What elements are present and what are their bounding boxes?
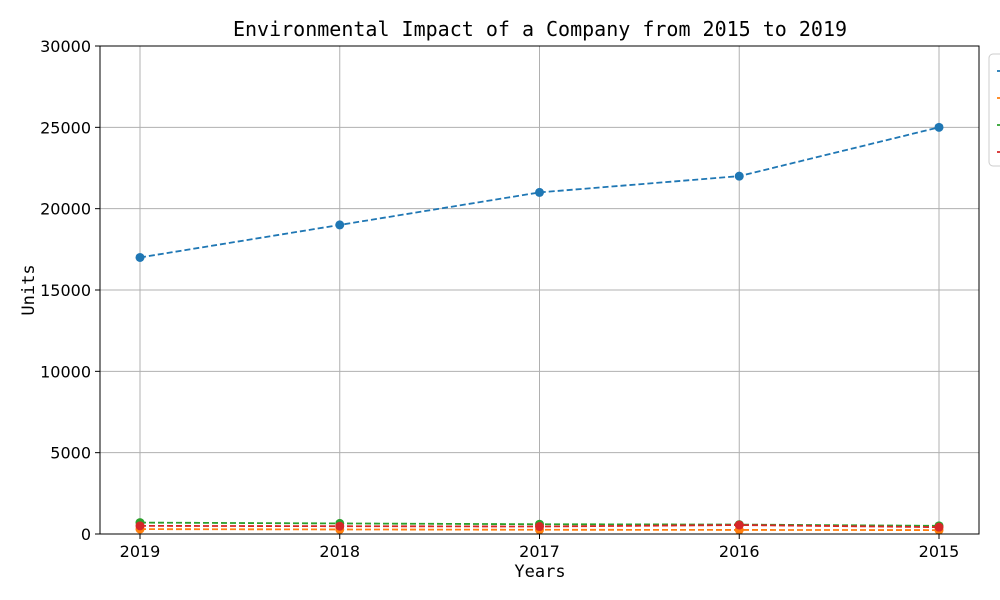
y-tick-label: 10000 — [40, 362, 91, 381]
series-4 — [135, 520, 944, 532]
data-point — [135, 521, 145, 531]
data-point — [535, 522, 544, 532]
y-tick-label: 25000 — [40, 118, 91, 137]
y-axis-ticks: 0 5000 10000 15000 20000 25000 30000 — [40, 37, 100, 544]
x-tick-label: 2016 — [719, 542, 760, 561]
data-point — [734, 171, 744, 181]
y-tick-label: 15000 — [40, 281, 91, 300]
x-axis-ticks: 2019 2018 2017 2016 2015 — [120, 534, 960, 561]
x-tick-label: 2019 — [120, 542, 161, 561]
data-point — [934, 122, 944, 132]
x-tick-label: 2017 — [519, 542, 560, 561]
data-point — [535, 187, 544, 197]
y-tick-label: 30000 — [40, 37, 91, 56]
series-1 — [135, 122, 944, 262]
chart-title: Environmental Impact of a Company from 2… — [233, 17, 847, 41]
data-point — [135, 252, 145, 262]
y-tick-label: 20000 — [40, 200, 91, 219]
x-tick-label: 2015 — [919, 542, 960, 561]
series-layer — [135, 122, 944, 535]
data-point — [934, 522, 944, 532]
legend — [988, 53, 1000, 167]
data-point — [734, 520, 744, 530]
y-tick-label: 0 — [81, 525, 91, 544]
x-tick-label: 2018 — [319, 542, 360, 561]
grid-lines — [100, 45, 979, 535]
data-point — [335, 521, 345, 531]
x-axis-title: Years — [514, 562, 565, 582]
y-tick-label: 5000 — [50, 444, 91, 463]
y-axis-title: Units — [19, 264, 39, 315]
data-point — [335, 220, 345, 230]
legend-box — [988, 53, 1000, 167]
